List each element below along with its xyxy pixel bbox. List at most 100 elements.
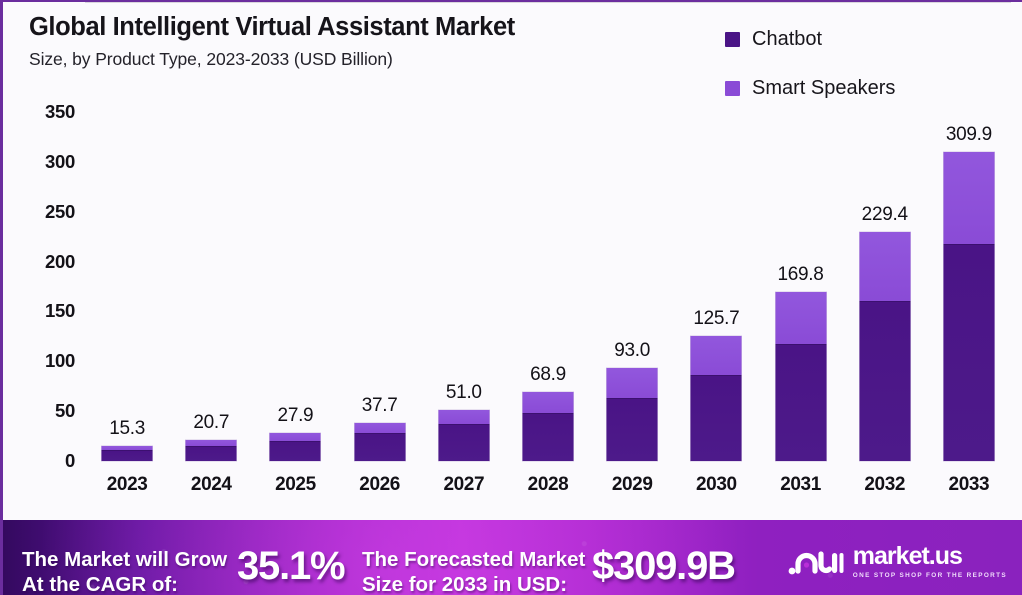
bar-segment-chatbot[interactable] [101,449,153,461]
stacked-bar[interactable] [522,392,574,461]
y-axis-tick-label: 200 [45,250,75,272]
bar-segment-chatbot[interactable] [269,440,321,461]
bar-value-label: 309.9 [945,123,992,145]
forecast-label-line1: The Forecasted Market [362,548,586,571]
cagr-label-line2: At the CAGR of: [22,573,179,595]
bar-value-label: 15.3 [109,417,145,439]
bar-segment-smart-speakers[interactable] [185,440,237,446]
bar-column[interactable]: 93.0 2029 [590,2,674,520]
x-axis-tick-label: 2028 [527,474,569,495]
x-axis-tick-label: 2027 [443,474,485,495]
y-axis-tick-label: 100 [45,350,75,372]
forecast-label: The Forecasted Market Size for 2033 in U… [362,547,585,595]
x-axis-tick-label: 2026 [359,474,400,495]
bar-value-label: 27.9 [277,405,314,427]
stacked-bar[interactable] [185,440,237,461]
chart-subtitle: Size, by Product Type, 2023-2033 (USD Bi… [29,49,393,70]
market-us-logo-icon [788,550,844,574]
bar-column[interactable]: 125.7 2030 [674,2,758,520]
y-axis-tick-label: 50 [55,400,75,422]
bar-segment-chatbot[interactable] [185,445,237,461]
stacked-bar[interactable] [354,423,406,461]
legend-item[interactable]: Chatbot [725,24,1000,54]
bar-segment-chatbot[interactable] [522,412,574,461]
bar-column[interactable]: 27.9 2025 [253,2,337,520]
stacked-bar[interactable] [269,433,321,461]
stacked-bar[interactable] [438,410,490,461]
summary-banner: The Market will Grow At the CAGR of: 35.… [3,520,1022,595]
legend-swatch-icon [725,80,740,96]
stacked-bar[interactable] [775,291,827,461]
x-axis-tick-label: 2030 [696,474,737,495]
bar-value-label: 37.7 [361,395,398,417]
bar-segment-chatbot[interactable] [606,398,658,461]
bar-segment-smart-speakers[interactable] [690,335,742,376]
chart-header: Global Intelligent Virtual Assistant Mar… [29,12,729,70]
page-title: Global Intelligent Virtual Assistant Mar… [29,13,515,41]
y-axis-tick-label: 350 [45,101,75,122]
bar-column[interactable]: 20.7 2024 [169,2,253,520]
legend-item[interactable]: Smart Speakers [725,73,1000,103]
bar-column[interactable]: 229.4 2032 [843,2,927,520]
bar-column[interactable]: 169.8 2031 [758,2,842,520]
bar-column[interactable]: 37.7 2026 [338,2,422,520]
bar-group: 15.3 2023 20.7 2024 27.9 2025 37.7 2026 51.0 2027… [85,2,1011,520]
forecast-value: $309.9B [592,544,736,588]
bar-segment-smart-speakers[interactable] [775,291,827,345]
bar-value-label: 169.8 [777,263,824,285]
x-axis-tick-label: 2025 [275,474,316,495]
logo-wordmark: market.us [852,542,963,570]
bar-value-label: 20.7 [193,412,230,434]
y-axis-tick-label: 300 [45,150,75,172]
bar-segment-smart-speakers[interactable] [859,232,911,302]
cagr-label: The Market will Grow At the CAGR of: [22,547,227,595]
bar-value-label: 68.9 [530,364,566,386]
legend-item-label: Chatbot [752,27,823,50]
legend-swatch-icon [725,31,740,47]
x-axis-tick-label: 2029 [611,474,653,495]
x-axis-tick-label: 2031 [780,474,821,495]
bar-segment-chatbot[interactable] [859,301,911,461]
stacked-bar[interactable] [690,335,742,461]
chart-legend: Chatbot Smart Speakers [725,24,1000,122]
bar-segment-smart-speakers[interactable] [354,423,406,434]
cagr-value: 35.1% [237,544,346,588]
x-axis-tick-label: 2023 [106,474,148,495]
logo-tagline: ONE STOP SHOP FOR THE REPORTS [852,572,1007,579]
forecast-label-line2: Size for 2033 in USD: [362,573,568,595]
stacked-bar[interactable] [859,232,911,461]
x-axis-tick-label: 2024 [190,474,232,495]
market-us-logo[interactable]: market.us ONE STOP SHOP FOR THE REPORTS [788,544,1007,579]
bar-segment-chatbot[interactable] [438,423,490,461]
legend-item-label: Smart Speakers [752,76,896,99]
bar-segment-smart-speakers[interactable] [438,410,490,424]
bar-segment-smart-speakers[interactable] [606,368,658,399]
x-axis-baseline [85,2,1011,3]
bar-segment-chatbot[interactable] [943,243,995,461]
bar-segment-chatbot[interactable] [690,375,742,461]
x-axis-tick-label: 2033 [948,474,990,495]
market-us-logo-text: market.us ONE STOP SHOP FOR THE REPORTS [852,542,1007,580]
bar-segment-smart-speakers[interactable] [101,445,153,450]
bar-column[interactable]: 51.0 2027 [422,2,506,520]
bar-segment-smart-speakers[interactable] [522,392,574,413]
bar-value-label: 229.4 [861,204,908,226]
plot-area: 0 50 100 150 200 250 300 350 15.3 2023 20.7 2024 27… [3,2,1022,520]
stacked-bar[interactable] [943,151,995,461]
bar-segment-chatbot[interactable] [354,433,406,461]
bar-value-label: 93.0 [614,340,651,362]
y-axis-tick-label: 250 [45,200,75,222]
bar-value-label: 125.7 [693,307,740,329]
bar-column[interactable]: 15.3 2023 [85,2,169,520]
x-axis-tick-label: 2032 [864,474,906,495]
bar-segment-chatbot[interactable] [775,344,827,461]
bar-column[interactable]: 309.9 2033 [927,2,1011,520]
stacked-bar[interactable] [606,368,658,461]
stacked-bar[interactable] [101,445,153,461]
y-axis-tick-label: 150 [45,300,75,322]
bar-column[interactable]: 68.9 2028 [506,2,590,520]
bar-segment-smart-speakers[interactable] [943,151,995,244]
bar-value-label: 51.0 [445,382,482,404]
bar-segment-smart-speakers[interactable] [269,433,321,441]
